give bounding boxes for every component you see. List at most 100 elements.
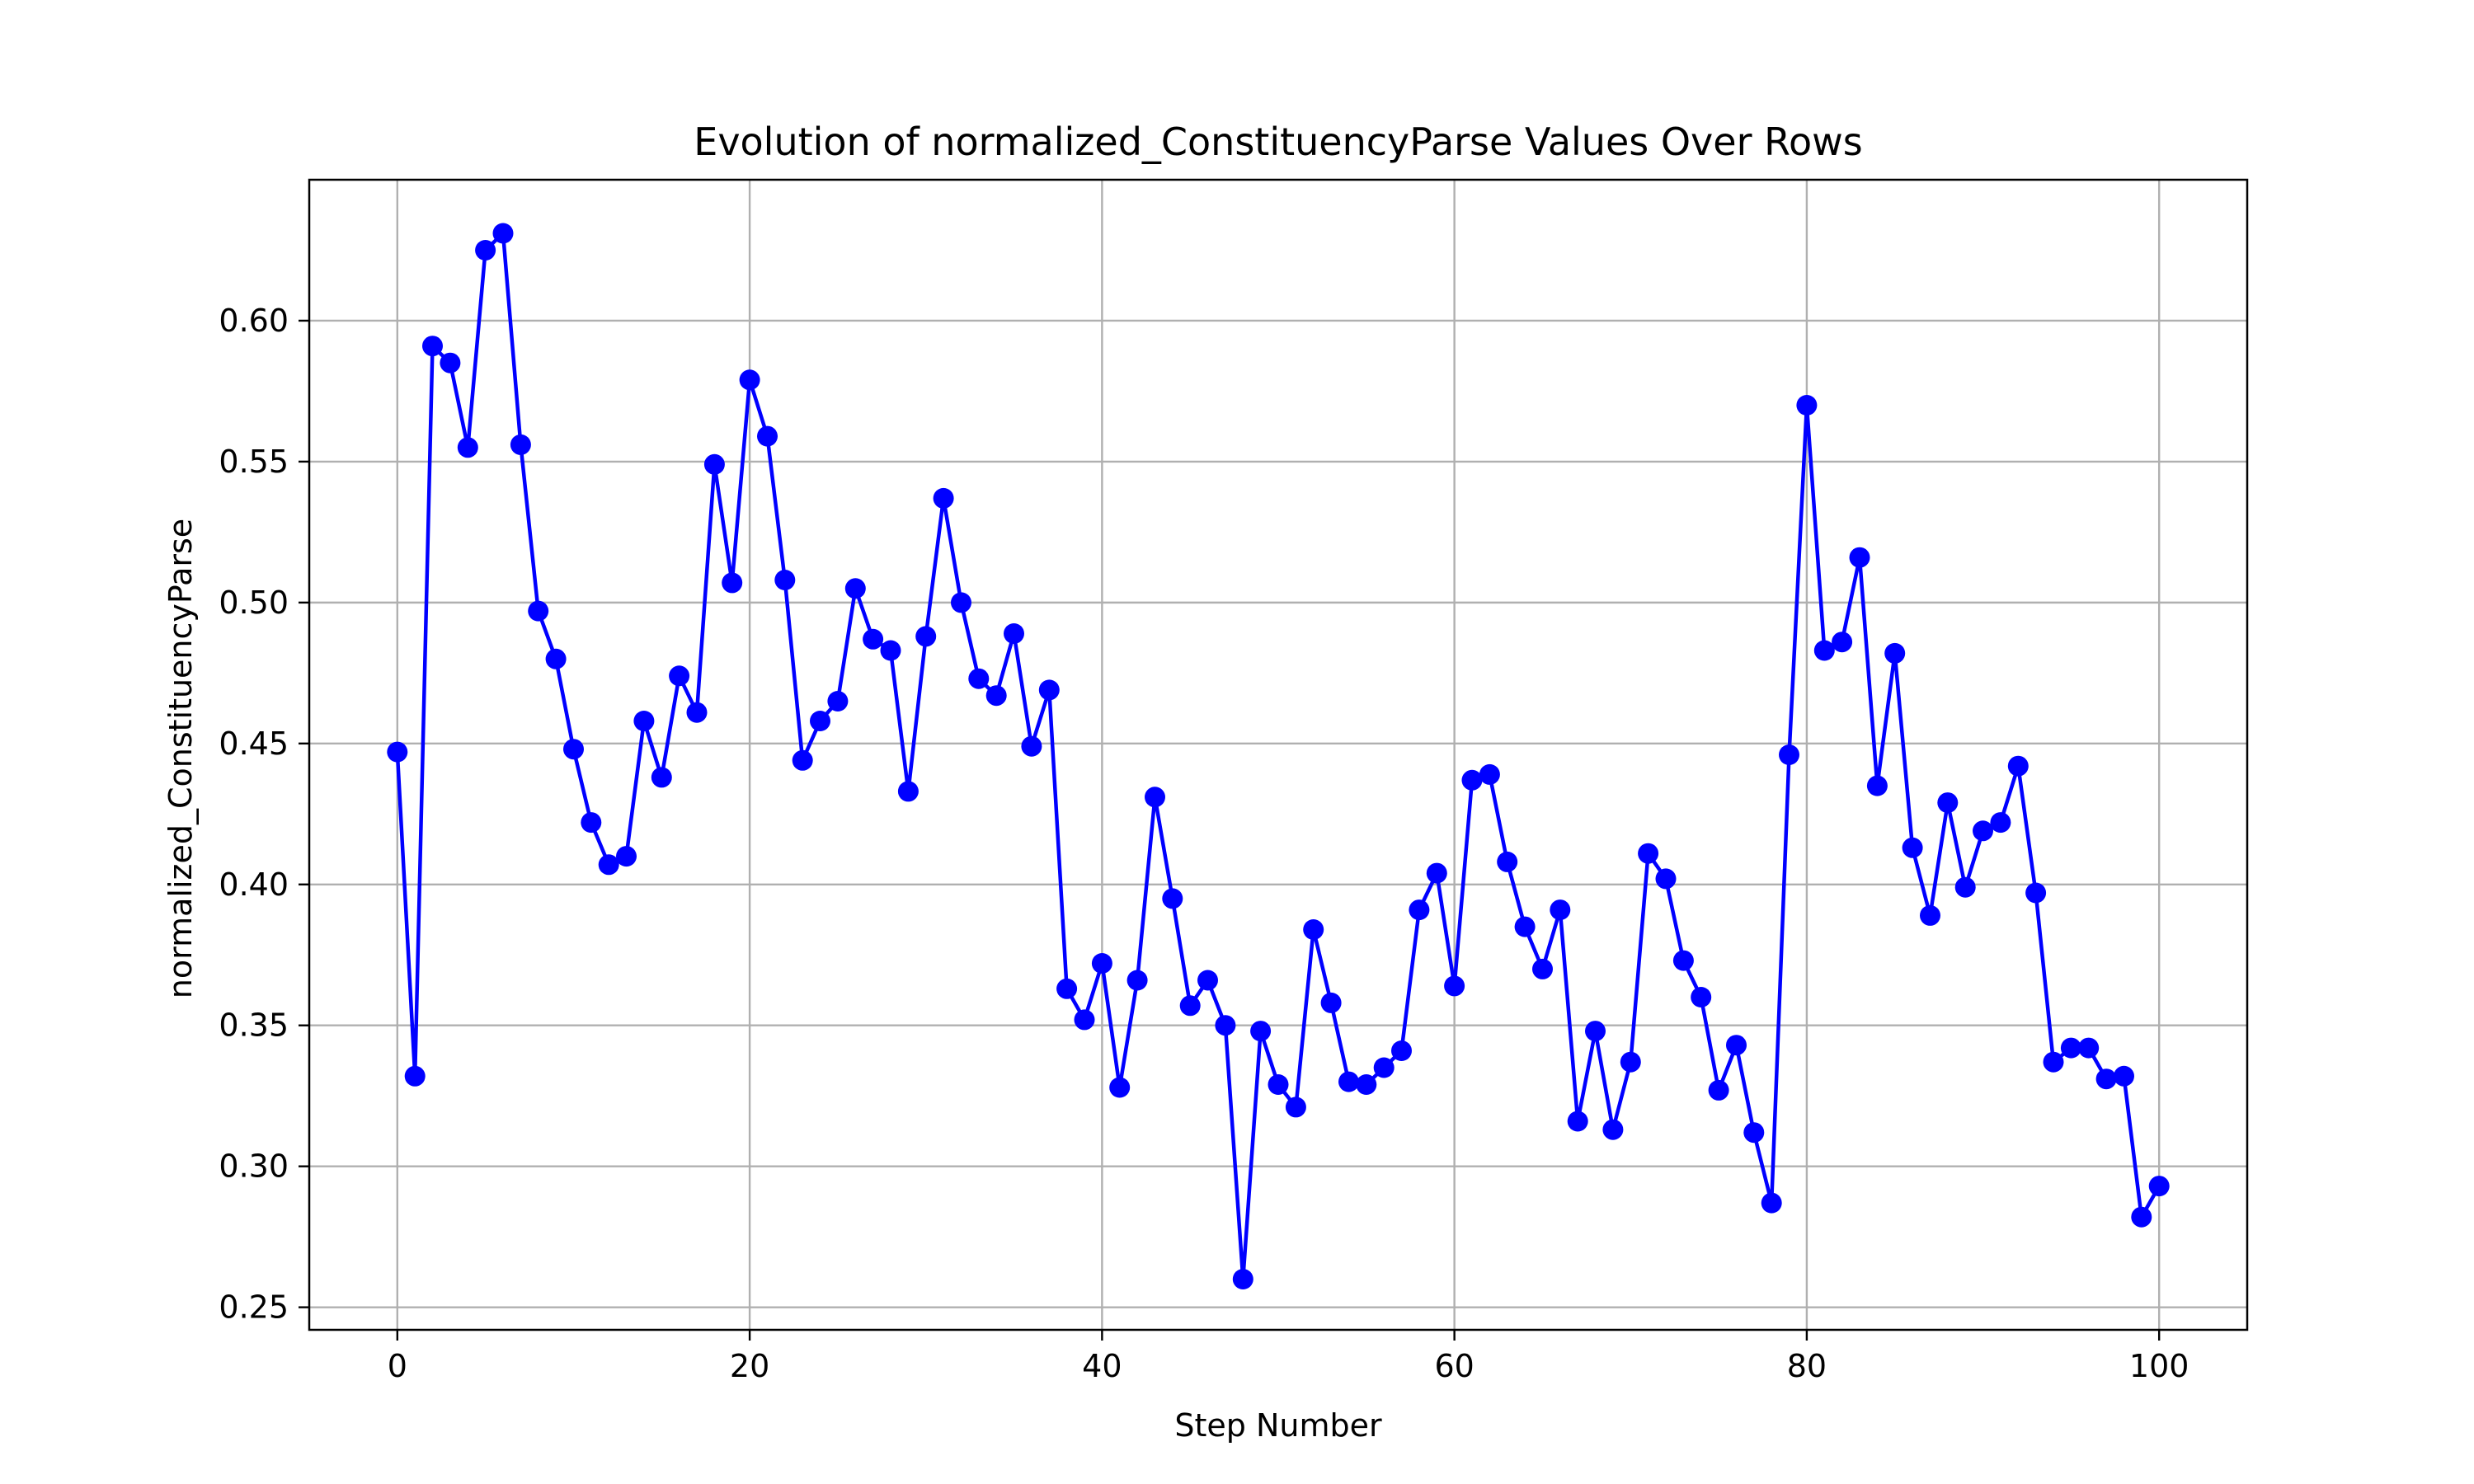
y-axis-ticks: 0.25 0.30 0.35 0.40 0.45 0.50 0.55 0.60 (219, 303, 309, 1326)
y-axis-label: normalized_ConstituencyParse (162, 519, 199, 998)
data-point (598, 854, 619, 876)
data-point (1250, 1021, 1272, 1042)
data-point (1444, 975, 1465, 997)
data-point (1813, 640, 1835, 661)
data-point (1004, 623, 1024, 644)
data-point (2043, 1051, 2064, 1073)
data-point (1902, 837, 1923, 858)
y-tick-label: 0.55 (219, 444, 289, 480)
data-point (1461, 769, 1483, 791)
data-point (774, 570, 796, 590)
data-point (1021, 735, 1042, 757)
data-point (1691, 987, 1712, 1007)
data-point (581, 812, 602, 834)
data-point (915, 626, 937, 647)
data-point (1832, 632, 1853, 653)
y-tick-label: 0.45 (219, 726, 289, 762)
x-tick-label: 20 (730, 1348, 769, 1384)
data-point (2060, 1037, 2081, 1059)
data-point (1726, 1035, 1747, 1056)
x-tick-label: 0 (388, 1348, 407, 1384)
y-tick-label: 0.30 (219, 1148, 289, 1185)
data-point (1567, 1111, 1588, 1132)
data-point (2025, 882, 2047, 904)
data-point (1373, 1057, 1395, 1078)
data-point (1620, 1051, 1641, 1073)
data-point (440, 352, 461, 373)
data-point (669, 665, 690, 687)
data-point (528, 600, 549, 622)
data-point (1743, 1122, 1765, 1144)
data-point (492, 223, 514, 244)
data-point (2131, 1206, 2152, 1228)
data-point (1849, 547, 1870, 568)
data-point (1866, 775, 1888, 796)
data-point (1550, 899, 1571, 921)
data-point (1761, 1192, 1782, 1214)
data-point (1532, 958, 1553, 979)
data-point (1585, 1021, 1606, 1042)
data-point (1056, 978, 1078, 999)
data-point (1038, 679, 1060, 701)
data-point (2114, 1065, 2134, 1087)
data-point (1215, 1015, 1236, 1036)
data-point (1074, 1009, 1095, 1031)
y-tick-label: 0.25 (219, 1289, 289, 1326)
data-point (1954, 876, 1976, 898)
data-point (1232, 1269, 1253, 1289)
data-point (1479, 763, 1500, 785)
data-point (2007, 755, 2029, 777)
data-point (1303, 919, 1324, 940)
data-point (1197, 970, 1218, 991)
data-point (897, 781, 919, 802)
data-point (1109, 1077, 1131, 1098)
data-point (1356, 1074, 1377, 1095)
data-point (545, 648, 567, 669)
data-point (844, 578, 866, 599)
data-point (1796, 395, 1818, 416)
data-point (1990, 812, 2011, 834)
data-point (757, 425, 778, 447)
y-tick-label: 0.35 (219, 1007, 289, 1044)
plot-area-frame (308, 178, 2249, 1331)
data-point (1779, 744, 1799, 765)
data-point (563, 739, 584, 760)
data-point (1091, 953, 1112, 974)
data-point (703, 453, 725, 475)
data-point (1391, 1040, 1412, 1061)
data-point (863, 628, 884, 650)
x-tick-label: 80 (1787, 1348, 1827, 1384)
data-point (422, 336, 443, 357)
data-point (1497, 851, 1518, 872)
data-point (457, 437, 478, 458)
data-point (1602, 1119, 1624, 1140)
data-point (951, 592, 971, 613)
data-point (2095, 1068, 2117, 1090)
x-tick-label: 40 (1082, 1348, 1122, 1384)
grid-lines (309, 180, 2247, 1330)
data-point (510, 434, 531, 455)
data-series (387, 223, 2170, 1289)
data-point (933, 487, 954, 509)
data-point (1514, 916, 1536, 937)
data-point (1638, 843, 1659, 864)
y-tick-label: 0.60 (219, 303, 289, 339)
data-point (1920, 904, 1940, 926)
data-point (1126, 970, 1148, 991)
data-point (2078, 1037, 2100, 1059)
data-point (2148, 1176, 2170, 1197)
data-point (1884, 642, 1906, 664)
data-point (739, 369, 760, 391)
data-point (968, 668, 990, 689)
data-point (1655, 868, 1677, 890)
data-point (633, 711, 655, 731)
data-point (686, 702, 708, 723)
data-point (985, 685, 1007, 707)
data-point (880, 640, 901, 661)
data-point (1320, 992, 1342, 1013)
x-axis-label: Step Number (1174, 1407, 1382, 1444)
data-point (475, 240, 496, 261)
x-axis-ticks: 0 20 40 60 80 100 (388, 1330, 2189, 1384)
data-point (1285, 1097, 1306, 1118)
